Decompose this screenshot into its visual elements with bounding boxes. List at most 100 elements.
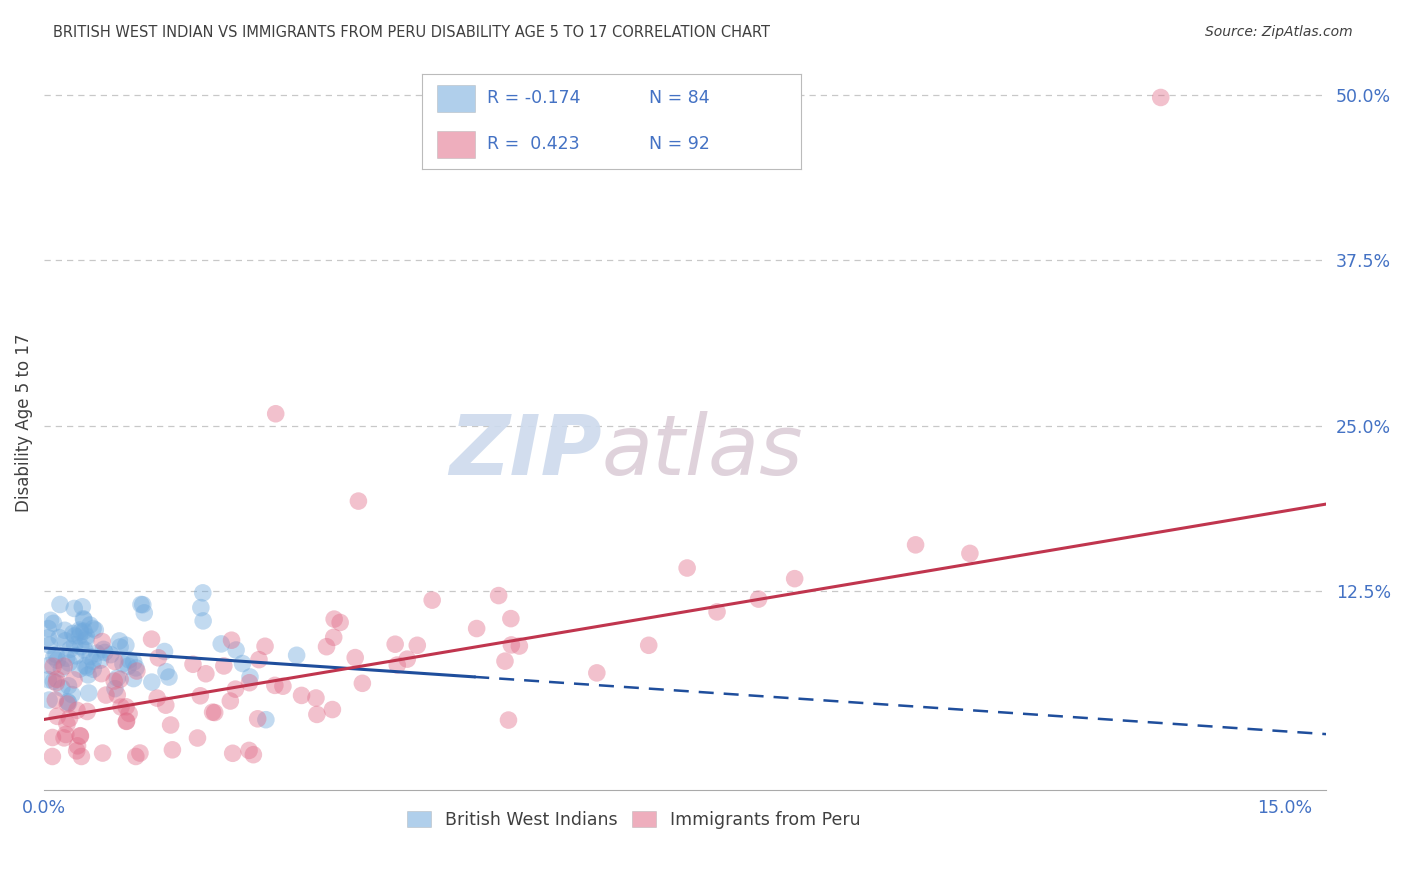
Point — [38, 658, 60, 673]
Point — [103, 673, 125, 688]
Point — [155, 698, 177, 713]
Point — [58, 711, 80, 725]
Point — [225, 643, 247, 657]
Point — [49, 598, 72, 612]
Point — [465, 622, 488, 636]
Point — [194, 666, 217, 681]
Point — [75, 658, 97, 673]
Point — [86, 646, 108, 660]
Point — [51, 662, 73, 676]
Point — [396, 652, 419, 666]
Point — [73, 624, 96, 639]
Point — [384, 637, 406, 651]
Point — [494, 654, 516, 668]
Point — [231, 657, 253, 671]
Point — [94, 688, 117, 702]
Point — [55, 633, 77, 648]
Text: Source: ZipAtlas.com: Source: ZipAtlas.com — [1205, 25, 1353, 39]
Point — [37, 631, 59, 645]
Point — [48, 631, 70, 645]
Point — [219, 694, 242, 708]
Point — [70, 749, 93, 764]
Point — [56, 717, 79, 731]
Point — [157, 670, 180, 684]
Point — [42, 616, 65, 631]
Point — [271, 679, 294, 693]
Point — [69, 729, 91, 743]
Point — [94, 645, 117, 659]
Point — [91, 634, 114, 648]
Point — [93, 642, 115, 657]
Point — [115, 699, 138, 714]
Point — [122, 672, 145, 686]
Point — [201, 705, 224, 719]
Point — [347, 494, 370, 508]
Point — [344, 650, 367, 665]
Point — [66, 739, 89, 753]
Point — [62, 626, 84, 640]
Point — [41, 731, 63, 745]
Point — [84, 623, 107, 637]
Point — [117, 659, 139, 673]
Point — [111, 657, 134, 671]
Point — [37, 622, 59, 636]
Point — [122, 655, 145, 669]
Point — [44, 693, 66, 707]
Point — [125, 749, 148, 764]
Point — [58, 696, 80, 710]
Point — [110, 700, 132, 714]
Point — [783, 572, 806, 586]
Point — [53, 731, 76, 745]
Point — [246, 712, 269, 726]
Point — [247, 653, 270, 667]
Point — [42, 659, 65, 673]
Point — [321, 702, 343, 716]
Point — [221, 746, 243, 760]
Point — [209, 637, 232, 651]
Point — [82, 622, 104, 636]
Point — [104, 681, 127, 696]
Point — [146, 691, 169, 706]
Point — [148, 650, 170, 665]
Point — [238, 675, 260, 690]
Point — [42, 674, 65, 689]
Point — [134, 606, 156, 620]
Point — [188, 689, 211, 703]
Point — [585, 665, 607, 680]
Point — [104, 655, 127, 669]
Point — [159, 718, 181, 732]
Point — [46, 709, 69, 723]
Point — [63, 673, 86, 687]
Point — [56, 697, 79, 711]
Point — [254, 713, 277, 727]
Point — [181, 657, 204, 672]
Point — [322, 630, 344, 644]
Point — [45, 673, 67, 687]
Point — [72, 599, 94, 614]
Point — [352, 676, 374, 690]
Point — [37, 673, 59, 687]
Point — [637, 638, 659, 652]
Point — [118, 653, 141, 667]
Point — [264, 407, 287, 421]
Point — [186, 731, 208, 745]
Point — [204, 706, 226, 720]
Point — [108, 640, 131, 654]
Point — [82, 662, 104, 676]
Point — [118, 706, 141, 721]
Point — [39, 613, 62, 627]
Point — [73, 613, 96, 627]
Point — [323, 612, 346, 626]
Point — [190, 600, 212, 615]
Point — [105, 688, 128, 702]
Point — [41, 749, 63, 764]
Y-axis label: Disability Age 5 to 17: Disability Age 5 to 17 — [15, 333, 32, 512]
Point — [959, 546, 981, 560]
Point — [53, 624, 76, 638]
Point — [38, 638, 60, 652]
Point — [508, 639, 530, 653]
Point — [77, 686, 100, 700]
Point — [67, 662, 90, 676]
Point — [45, 648, 67, 662]
Point — [73, 643, 96, 657]
